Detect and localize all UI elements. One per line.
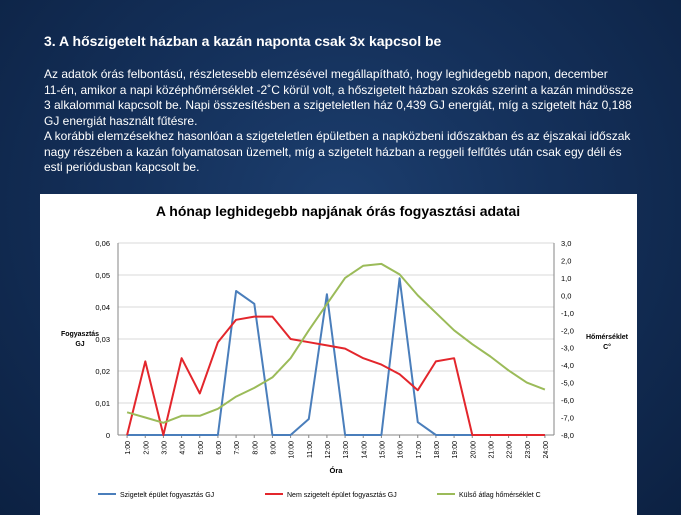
series-line-1 xyxy=(127,277,545,436)
chart-title: A hónap leghidegebb napjának órás fogyas… xyxy=(156,203,520,219)
x-tick-label: 15:00 xyxy=(379,441,386,459)
paragraph-line: Az adatok órás felbontású, részletesebb … xyxy=(44,67,608,81)
y-right-tick-label: 1,0 xyxy=(561,274,571,283)
x-tick-label: 11:00 xyxy=(307,441,314,458)
y-right-tick-label: -6,0 xyxy=(561,396,574,405)
x-tick-label: 8:00 xyxy=(252,441,259,455)
y-left-tick-label: 0 xyxy=(106,431,110,440)
x-axis-label: Óra xyxy=(330,466,344,475)
x-tick-label: 16:00 xyxy=(398,441,405,459)
y-right-tick-label: -4,0 xyxy=(561,361,574,370)
x-tick-label: 4:00 xyxy=(180,441,187,455)
x-tick-label: 18:00 xyxy=(434,441,441,459)
paragraph-line: esti periódusban kapcsolt be. xyxy=(44,160,200,174)
legend-label: Külső átlag hőmérséklet C xyxy=(459,492,541,499)
y-right-tick-label: -8,0 xyxy=(561,431,574,440)
x-tick-label: 5:00 xyxy=(198,441,205,455)
y-left-axis-label-line: Fogyasztás xyxy=(61,331,99,338)
y-right-tick-label: -5,0 xyxy=(561,379,574,388)
series-line-2 xyxy=(126,315,545,436)
paragraph-line: nagy részében a kazán folyamatosan üzeme… xyxy=(44,144,622,159)
paragraph-line: A korábbi elemzésekhez hasonlóan a szige… xyxy=(44,129,631,143)
y-left-tick-label: 0,03 xyxy=(95,335,110,344)
x-tick-label: 22:00 xyxy=(507,441,514,459)
x-tick-label: 19:00 xyxy=(452,441,459,459)
legend-label: Szigetelt épület fogyasztás GJ xyxy=(120,492,214,499)
y-right-tick-label: -7,0 xyxy=(561,414,574,423)
x-tick-label: 17:00 xyxy=(416,441,423,459)
y-right-tick-label: 0,0 xyxy=(561,291,571,300)
x-tick-label: 10:00 xyxy=(289,441,296,459)
x-tick-label: 21:00 xyxy=(488,441,495,459)
x-tick-label: 6:00 xyxy=(216,441,223,455)
paragraph-line: 11-én, amikor a napi középhőmérséklet -2… xyxy=(44,82,634,97)
x-tick-label: 14:00 xyxy=(361,441,368,459)
x-tick-label: 9:00 xyxy=(270,441,277,455)
y-right-axis-label-line: C° xyxy=(603,343,611,351)
paragraph-line: 3 alkalommal kapcsolt be. Napi összesíté… xyxy=(44,98,632,112)
x-tick-label: 7:00 xyxy=(234,441,241,455)
x-tick-label: 1:00 xyxy=(125,441,132,455)
x-tick-label: 23:00 xyxy=(525,441,532,459)
x-tick-label: 20:00 xyxy=(470,441,477,459)
paragraph-line: GJ energiát használt fűtésre. xyxy=(44,113,198,128)
y-right-tick-label: -2,0 xyxy=(561,326,574,335)
x-tick-label: 3:00 xyxy=(161,441,168,455)
y-left-tick-label: 0,02 xyxy=(95,367,110,376)
y-left-tick-label: 0,01 xyxy=(95,399,110,408)
x-tick-label: 13:00 xyxy=(343,441,350,459)
consumption-chart: A hónap leghidegebb napjának órás fogyas… xyxy=(61,203,629,499)
chart-panel: A hónap leghidegebb napjának órás fogyas… xyxy=(40,194,637,515)
x-tick-label: 24:00 xyxy=(543,441,550,459)
x-tick-label: 12:00 xyxy=(325,441,332,459)
section-heading: 3. A hőszigetelt házban a kazán naponta … xyxy=(44,33,442,49)
legend-label: Nem szigetelt épület fogyasztás GJ xyxy=(287,492,397,499)
y-right-axis-label-line: Hőmérséklet xyxy=(586,334,629,341)
series-line-3 xyxy=(126,262,546,424)
x-tick-label: 2:00 xyxy=(143,441,150,455)
y-right-tick-label: -3,0 xyxy=(561,344,574,353)
y-left-axis-label-line: GJ xyxy=(75,341,84,348)
y-right-tick-label: -1,0 xyxy=(561,309,574,318)
y-left-tick-label: 0,04 xyxy=(95,303,110,312)
y-right-tick-label: 3,0 xyxy=(561,239,571,248)
y-right-tick-label: 2,0 xyxy=(561,256,571,265)
y-left-tick-label: 0,05 xyxy=(95,271,110,280)
y-left-tick-label: 0,06 xyxy=(95,239,110,248)
